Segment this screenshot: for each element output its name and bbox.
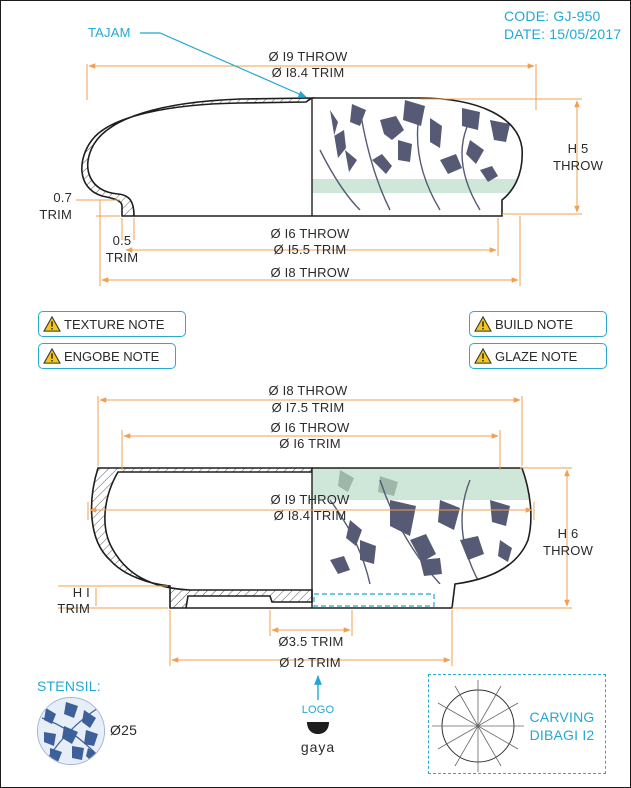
- code-label: CODE: GJ-950: [504, 8, 601, 24]
- top-base-throw: Ø I8 THROW: [270, 265, 350, 280]
- bottom-bowl-section: [90, 467, 532, 609]
- bottom-rim-trim: Ø I7.5 TRIM: [271, 400, 345, 415]
- bottom-opening-throw: Ø I6 THROW: [270, 420, 350, 435]
- bottom-belly-throw: Ø I9 THROW: [270, 492, 350, 507]
- bottom-foot-label: TRIM: [57, 601, 90, 616]
- tajam-label: TAJAM: [88, 25, 131, 40]
- top-lip-value: 0.7: [53, 190, 72, 205]
- date-label: DATE: 15/05/2017: [504, 26, 622, 42]
- stensil-size: Ø25: [110, 722, 138, 738]
- carving-wheel: [432, 680, 524, 772]
- bottom-rim-throw: Ø I8 THROW: [268, 383, 348, 398]
- logo-bowl-icon: [307, 722, 329, 734]
- glaze-note-label: GLAZE NOTE: [495, 348, 578, 364]
- warning-icon: [474, 348, 492, 364]
- logo-brand: gaya: [300, 739, 336, 755]
- top-stencil-decoration: [312, 98, 523, 216]
- top-rim-trim: Ø I8.4 TRIM: [271, 65, 345, 80]
- top-dimensions: [76, 63, 582, 286]
- top-rim-throw: Ø I9 THROW: [268, 49, 348, 64]
- bottom-stencil-decoration: [312, 468, 531, 584]
- bottom-recess-trim: Ø3.5 TRIM: [278, 634, 344, 649]
- top-foot-label: TRIM: [105, 250, 139, 265]
- engobe-note-label: ENGOBE NOTE: [64, 348, 160, 364]
- texture-note-label: TEXTURE NOTE: [64, 316, 165, 332]
- top-height-label: THROW: [552, 158, 604, 173]
- top-lip-label: TRIM: [39, 207, 72, 222]
- top-height-value: H 5: [567, 141, 589, 156]
- texture-note-button[interactable]: TEXTURE NOTE: [38, 311, 186, 337]
- carving-label-line2: DIBAGI I2: [529, 727, 595, 743]
- foot-recess-outline: [313, 593, 435, 607]
- logo-label: LOGO: [301, 704, 335, 716]
- bottom-foot-trim: Ø I2 TRIM: [279, 655, 341, 670]
- top-bowl-section: [81, 97, 523, 217]
- glaze-note-button[interactable]: GLAZE NOTE: [469, 343, 607, 369]
- build-note-label: BUILD NOTE: [495, 316, 574, 332]
- bottom-height-value: H 6: [557, 526, 579, 541]
- bottom-foot-value: H I: [72, 585, 90, 600]
- warning-icon: [43, 316, 61, 332]
- carving-label-line1: CARVING: [529, 709, 595, 725]
- tajam-leader: [140, 32, 307, 98]
- stensil-label: STENSIL:: [37, 678, 101, 694]
- stensil-swatch: [37, 697, 105, 765]
- build-note-button[interactable]: BUILD NOTE: [469, 311, 607, 337]
- top-foot-value: 0.5: [112, 233, 132, 248]
- engobe-note-button[interactable]: ENGOBE NOTE: [38, 343, 176, 369]
- stensil-pattern: [38, 698, 104, 764]
- warning-icon: [43, 348, 61, 364]
- bottom-belly-trim: Ø I8.4 TRIM: [273, 508, 347, 523]
- bottom-opening-trim: Ø I6 TRIM: [279, 436, 341, 451]
- warning-icon: [474, 316, 492, 332]
- bottom-height-label: THROW: [542, 543, 594, 558]
- carving-box: [428, 674, 606, 774]
- top-inner-trim: Ø I5.5 TRIM: [273, 242, 347, 257]
- bottom-dimensions: [58, 396, 572, 666]
- top-inner-throw: Ø I6 THROW: [270, 226, 350, 241]
